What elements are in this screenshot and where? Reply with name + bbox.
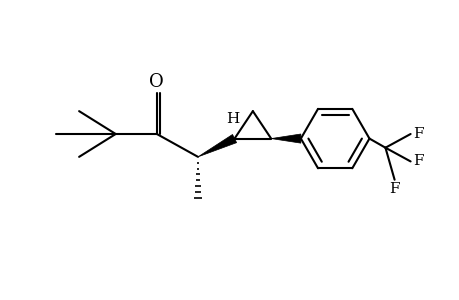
Polygon shape	[197, 134, 236, 157]
Text: H: H	[225, 112, 238, 126]
Text: F: F	[412, 127, 422, 141]
Text: O: O	[149, 73, 164, 91]
Polygon shape	[270, 134, 300, 143]
Text: F: F	[412, 154, 422, 168]
Text: F: F	[388, 182, 399, 196]
